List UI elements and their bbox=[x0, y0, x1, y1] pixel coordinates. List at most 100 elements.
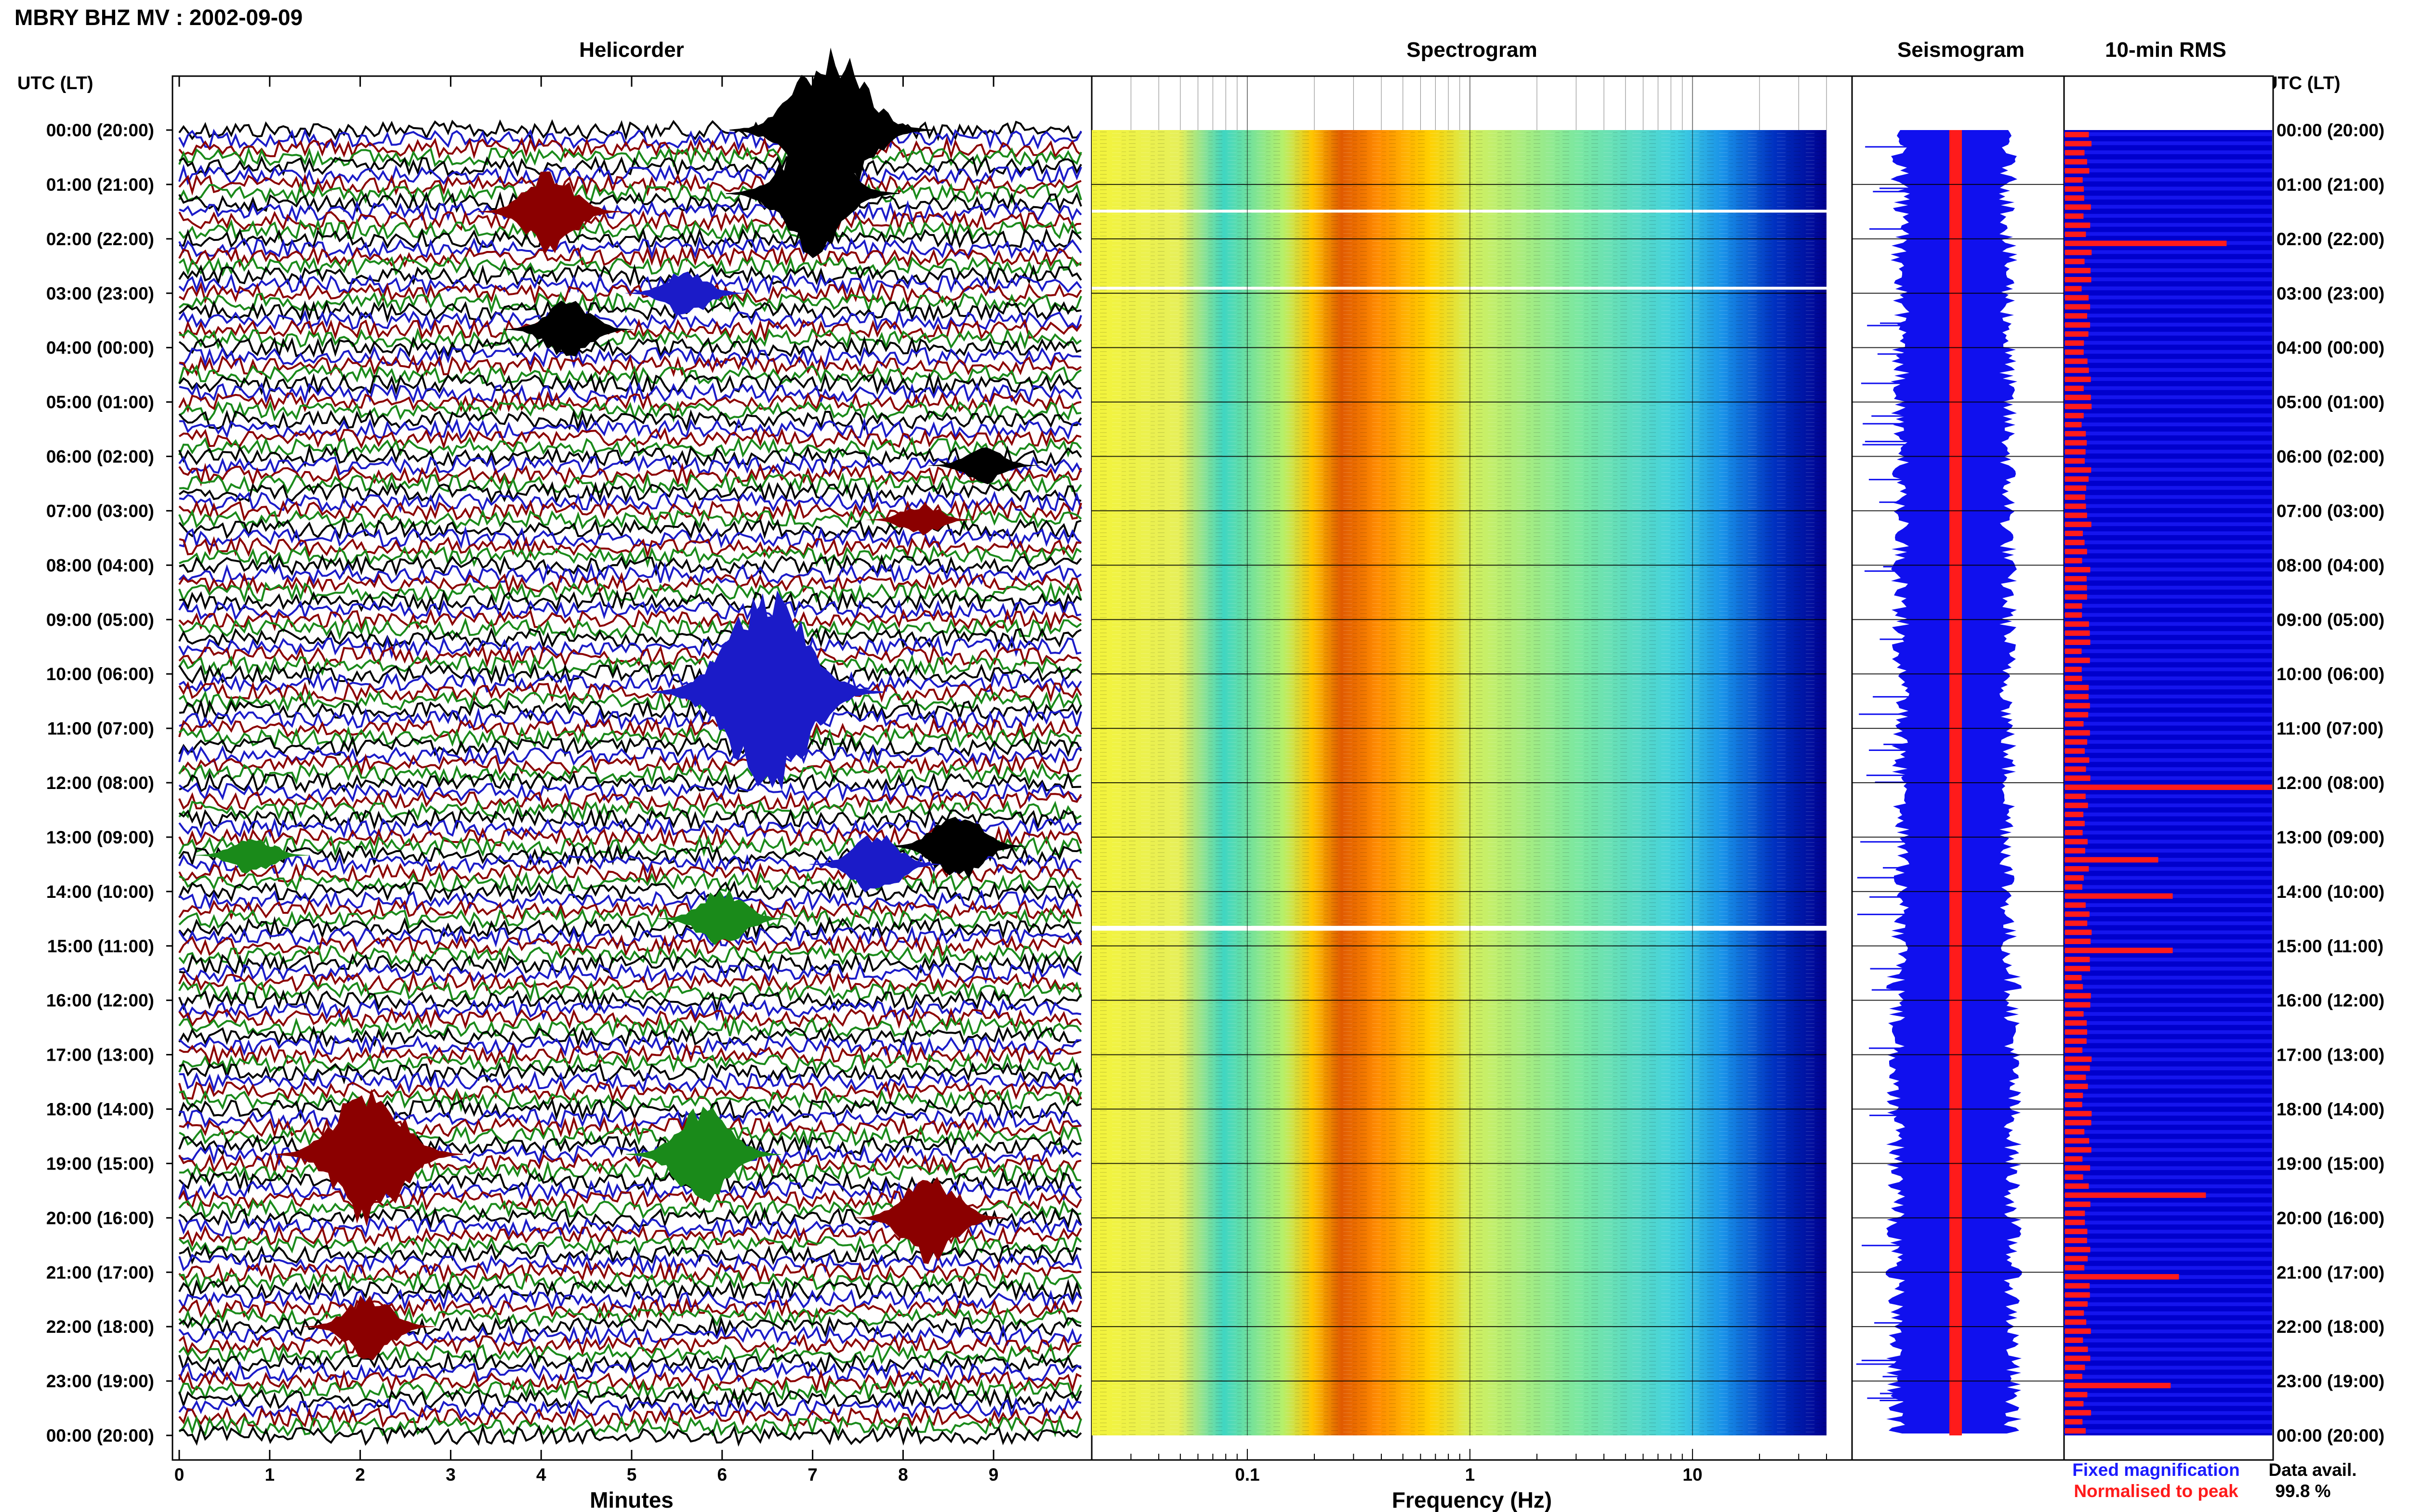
seismogram-hour-lines bbox=[1852, 184, 2064, 1382]
rms-bar bbox=[2065, 1056, 2092, 1062]
helicorder-trace-line bbox=[179, 472, 1082, 495]
helicorder-trace-line bbox=[178, 763, 1082, 785]
helicorder-trace-line bbox=[178, 862, 1082, 885]
rms-bar bbox=[2065, 295, 2089, 301]
helicorder-x-tick-label: 8 bbox=[898, 1465, 908, 1485]
helicorder-event bbox=[729, 47, 932, 202]
rms-normalised-bars bbox=[2065, 131, 2272, 1434]
rms-bar bbox=[2065, 1111, 2092, 1117]
helicorder-trace-line bbox=[178, 481, 1082, 504]
rms-bar bbox=[2065, 1346, 2088, 1352]
rms-bar bbox=[2065, 304, 2091, 310]
helicorder-trace-line bbox=[179, 227, 1082, 250]
helicorder-trace-line bbox=[178, 173, 1082, 197]
helicorder-trace-line bbox=[178, 182, 1082, 205]
helicorder-trace-line bbox=[178, 1379, 1082, 1402]
rms-bar bbox=[2065, 1410, 2091, 1416]
helicorder-trace-line bbox=[178, 300, 1082, 323]
rms-bar bbox=[2065, 458, 2085, 464]
rms-bar bbox=[2065, 1147, 2091, 1153]
helicorder-x-tick-label: 3 bbox=[446, 1465, 456, 1485]
helicorder-event bbox=[888, 816, 1027, 880]
rms-bar bbox=[2065, 947, 2173, 953]
rms-bar bbox=[2065, 585, 2087, 591]
time-label-left: 07:00 (03:00) bbox=[46, 501, 154, 521]
time-label-left: 21:00 (17:00) bbox=[46, 1262, 154, 1282]
rms-bar bbox=[2065, 812, 2084, 817]
time-label-left: 13:00 (09:00) bbox=[46, 828, 154, 847]
helicorder-trace-line bbox=[178, 880, 1082, 903]
rms-bar bbox=[2065, 1192, 2206, 1198]
helicorder-trace-line bbox=[179, 381, 1082, 405]
rms-bar bbox=[2065, 358, 2088, 364]
rms-bar bbox=[2065, 1092, 2083, 1098]
helicorder-trace-line bbox=[178, 1261, 1082, 1284]
time-label-left: 06:00 (02:00) bbox=[46, 447, 154, 467]
helicorder-trace-line bbox=[178, 136, 1082, 160]
helicorder-trace-line bbox=[178, 572, 1082, 594]
time-label-right: 23:00 (19:00) bbox=[2277, 1371, 2384, 1391]
rms-bar bbox=[2065, 639, 2091, 645]
rms-bar bbox=[2065, 385, 2084, 391]
helicorder-trace-line bbox=[178, 916, 1082, 940]
time-label-left: 11:00 (07:00) bbox=[47, 719, 154, 738]
helicorder-trace-line bbox=[178, 191, 1082, 213]
time-label-left: 10:00 (06:00) bbox=[46, 664, 154, 684]
rms-bar bbox=[2065, 340, 2084, 346]
spectrogram-x-tick-label: 10 bbox=[1682, 1465, 1702, 1485]
rms-bar bbox=[2065, 1002, 2091, 1008]
helicorder-trace-line bbox=[178, 753, 1082, 776]
time-label-right: 19:00 (15:00) bbox=[2277, 1154, 2384, 1173]
legend-normalised-to-peak: Normalised to peak bbox=[2074, 1481, 2238, 1501]
time-label-left: 20:00 (16:00) bbox=[46, 1208, 154, 1228]
helicorder-event bbox=[928, 447, 1041, 485]
helicorder-trace-line bbox=[179, 490, 1082, 513]
rms-bar bbox=[2065, 195, 2084, 201]
helicorder-trace-line bbox=[178, 236, 1082, 260]
rms-bar bbox=[2065, 1274, 2179, 1280]
rms-bar bbox=[2065, 984, 2083, 990]
rms-bar bbox=[2065, 730, 2090, 736]
helicorder-trace-line bbox=[178, 671, 1082, 695]
time-labels-left: 00:00 (20:00) 01:00 (21:00) 02:00 (22:00) 0… bbox=[46, 120, 172, 1446]
rms-bar bbox=[2065, 159, 2087, 165]
helicorder-event bbox=[625, 271, 747, 315]
spectrogram-x-label: Frequency (Hz) bbox=[1392, 1487, 1552, 1512]
rms-bar bbox=[2065, 1382, 2171, 1389]
helicorder-trace-line bbox=[178, 716, 1082, 740]
rms-bar bbox=[2065, 1183, 2089, 1189]
time-label-right: 20:00 (16:00) bbox=[2277, 1208, 2384, 1228]
time-label-right: 21:00 (17:00) bbox=[2277, 1262, 2384, 1282]
rms-bar bbox=[2065, 1029, 2087, 1035]
rms-bar bbox=[2065, 839, 2088, 844]
rms-bar bbox=[2065, 1138, 2090, 1144]
rms-bar bbox=[2065, 259, 2085, 264]
rms-bar bbox=[2065, 231, 2086, 237]
helicorder-trace-line bbox=[179, 354, 1082, 377]
rms-bar bbox=[2065, 513, 2087, 518]
rms-bar bbox=[2065, 829, 2083, 836]
helicorder-trace-line bbox=[179, 771, 1082, 793]
rms-bar bbox=[2065, 929, 2092, 935]
helicorder-trace-line bbox=[178, 209, 1082, 233]
rms-bar bbox=[2065, 422, 2082, 428]
spectrogram-gap bbox=[1092, 287, 1827, 290]
helicorder-event bbox=[809, 835, 942, 893]
helicorder-trace-line bbox=[178, 1297, 1082, 1320]
rms-bar bbox=[2065, 168, 2090, 174]
rms-bar bbox=[2065, 621, 2089, 627]
rms-bar bbox=[2065, 1047, 2083, 1053]
time-label-left: 15:00 (11:00) bbox=[47, 936, 154, 956]
helicorder-trace-line bbox=[178, 291, 1082, 314]
helicorder-trace-line bbox=[178, 1415, 1082, 1438]
helicorder-trace-line bbox=[178, 897, 1082, 921]
rms-bar bbox=[2065, 821, 2085, 827]
helicorder-event bbox=[657, 889, 787, 946]
rms-bar bbox=[2065, 331, 2089, 337]
helicorder-x-tick-label: 5 bbox=[627, 1465, 637, 1485]
rms-bar bbox=[2065, 766, 2086, 772]
helicorder-trace-line bbox=[178, 1015, 1082, 1039]
rms-bar bbox=[2065, 748, 2085, 754]
helicorder-trace-line bbox=[178, 281, 1082, 305]
